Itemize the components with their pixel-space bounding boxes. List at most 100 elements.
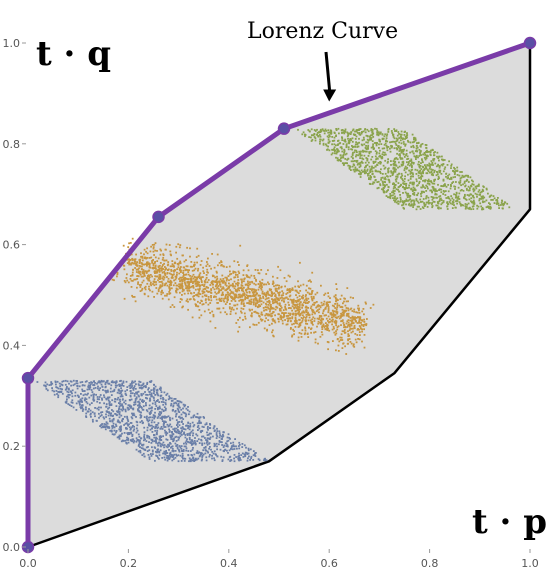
data-point [165, 282, 168, 285]
data-point [338, 317, 341, 320]
data-point [335, 308, 338, 311]
data-point [207, 286, 209, 289]
data-point [401, 204, 403, 207]
data-point [252, 300, 255, 302]
data-point [247, 286, 250, 289]
data-point [193, 280, 196, 283]
data-point [244, 315, 246, 318]
data-point [136, 261, 138, 263]
data-point [207, 279, 210, 281]
data-point [122, 440, 125, 442]
data-point [390, 164, 392, 166]
data-point [92, 399, 95, 402]
data-point [194, 283, 197, 285]
data-point [120, 414, 123, 417]
data-point [271, 331, 273, 334]
data-point [158, 413, 160, 415]
data-point [447, 203, 449, 206]
data-point [208, 290, 211, 293]
data-point [456, 170, 459, 172]
data-point [262, 297, 265, 299]
data-point [455, 192, 458, 195]
data-point [487, 206, 490, 208]
data-point [422, 198, 425, 200]
data-point [478, 197, 481, 200]
data-point [299, 312, 302, 315]
data-point [202, 276, 204, 278]
data-point [213, 442, 216, 445]
data-point [289, 294, 292, 297]
data-point [97, 387, 99, 390]
data-point [321, 325, 324, 327]
data-point [86, 393, 88, 396]
data-point [155, 405, 158, 407]
data-point [99, 387, 101, 390]
data-point [368, 172, 370, 175]
data-point [218, 280, 221, 283]
data-point [61, 380, 64, 383]
data-point [450, 167, 452, 169]
data-point [130, 405, 133, 408]
data-point [178, 283, 180, 286]
data-point [238, 326, 241, 328]
data-point [184, 268, 187, 271]
data-point [195, 433, 198, 436]
data-point [253, 277, 256, 279]
data-point [173, 398, 176, 400]
data-point [354, 130, 356, 133]
data-point [100, 383, 103, 386]
data-point [71, 392, 73, 395]
data-point [143, 439, 145, 442]
data-point [158, 450, 161, 453]
data-point [295, 290, 298, 292]
scatter-clusters [36, 127, 511, 463]
data-point [429, 171, 431, 174]
data-point [177, 410, 180, 413]
data-point [356, 328, 359, 331]
data-point [154, 411, 156, 414]
data-point [165, 445, 168, 448]
data-point [296, 291, 299, 294]
data-point [336, 311, 339, 313]
data-point [426, 151, 428, 154]
data-point [406, 155, 409, 158]
data-point [190, 281, 192, 283]
data-point [451, 203, 454, 206]
data-point [410, 204, 413, 207]
data-point [195, 457, 197, 460]
data-point [278, 302, 281, 305]
data-point [437, 175, 440, 178]
data-point [333, 295, 336, 298]
data-point [421, 159, 424, 162]
data-point [433, 180, 436, 183]
data-point [432, 174, 434, 177]
data-point [230, 291, 233, 294]
data-point [242, 293, 244, 295]
data-point [131, 392, 134, 395]
data-point [287, 298, 289, 300]
data-point [132, 389, 135, 391]
data-point [318, 311, 320, 314]
data-point [430, 170, 433, 173]
data-point [356, 311, 359, 314]
data-point [179, 287, 181, 290]
data-point [228, 282, 230, 285]
data-point [209, 454, 211, 456]
data-point [408, 184, 411, 187]
data-point [141, 399, 144, 401]
data-point [420, 195, 423, 198]
data-point [162, 424, 165, 427]
data-point [187, 273, 190, 276]
data-point [197, 424, 200, 427]
data-point [162, 268, 165, 270]
data-point [169, 423, 172, 426]
data-point [193, 299, 196, 301]
data-point [335, 152, 338, 155]
data-point [504, 201, 507, 204]
data-point [204, 278, 207, 281]
data-point [198, 422, 201, 425]
data-point [110, 412, 112, 415]
data-point [467, 176, 470, 178]
data-point [265, 317, 267, 320]
data-point [216, 281, 218, 284]
